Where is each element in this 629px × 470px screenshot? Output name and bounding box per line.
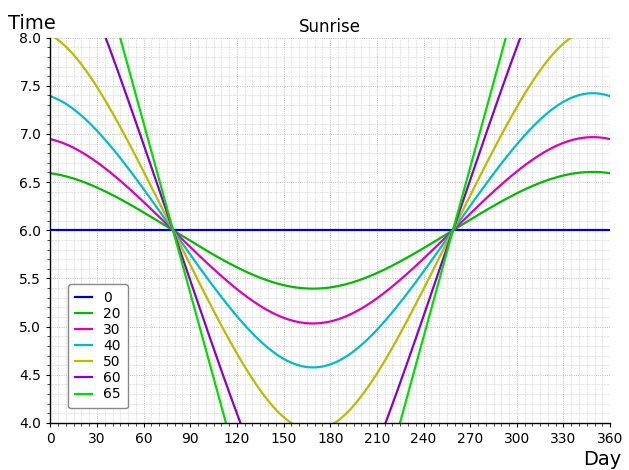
30 xyxy=(484,195,491,200)
40 xyxy=(606,94,614,99)
Line: 50: 50 xyxy=(50,31,610,430)
40 xyxy=(494,166,501,172)
40 xyxy=(484,179,491,185)
40 xyxy=(293,362,301,368)
Line: 65: 65 xyxy=(50,0,610,470)
65 xyxy=(484,102,491,108)
50 xyxy=(309,427,317,433)
50 xyxy=(431,263,439,268)
0 xyxy=(47,227,54,233)
0 xyxy=(493,227,501,233)
30 xyxy=(293,319,301,325)
50 xyxy=(484,159,491,164)
30 xyxy=(431,244,439,250)
50 xyxy=(494,140,501,145)
60 xyxy=(104,40,111,46)
60 xyxy=(484,127,491,133)
40 xyxy=(273,352,281,357)
0 xyxy=(606,227,614,233)
0 xyxy=(431,227,438,233)
20 xyxy=(606,170,614,176)
30 xyxy=(309,321,317,326)
20 xyxy=(47,170,54,176)
Line: 40: 40 xyxy=(50,93,610,368)
65 xyxy=(431,291,439,297)
40 xyxy=(309,365,317,370)
0 xyxy=(483,227,491,233)
30 xyxy=(589,134,596,140)
40 xyxy=(589,90,596,96)
30 xyxy=(47,136,54,142)
0 xyxy=(293,227,301,233)
20 xyxy=(273,281,281,286)
Title: Sunrise: Sunrise xyxy=(299,18,361,36)
30 xyxy=(273,312,281,318)
Line: 30: 30 xyxy=(50,137,610,323)
0 xyxy=(104,227,111,233)
30 xyxy=(494,185,501,191)
50 xyxy=(104,102,111,107)
Text: Time: Time xyxy=(8,15,56,33)
40 xyxy=(431,252,439,258)
50 xyxy=(589,28,596,33)
20 xyxy=(104,190,111,196)
50 xyxy=(606,32,614,38)
40 xyxy=(47,94,54,99)
60 xyxy=(431,279,439,285)
Text: Day: Day xyxy=(583,450,621,469)
60 xyxy=(494,98,501,104)
20 xyxy=(484,207,491,212)
50 xyxy=(273,407,281,413)
20 xyxy=(309,286,317,291)
Line: 20: 20 xyxy=(50,172,610,289)
Legend: 0, 20, 30, 40, 50, 60, 65: 0, 20, 30, 40, 50, 60, 65 xyxy=(69,284,128,408)
50 xyxy=(293,423,301,429)
30 xyxy=(606,136,614,142)
0 xyxy=(273,227,281,233)
20 xyxy=(589,169,596,175)
40 xyxy=(104,140,111,145)
20 xyxy=(431,238,439,244)
50 xyxy=(47,32,54,38)
Line: 60: 60 xyxy=(50,0,610,470)
30 xyxy=(104,167,111,173)
65 xyxy=(494,65,501,71)
20 xyxy=(293,285,301,290)
20 xyxy=(494,201,501,206)
